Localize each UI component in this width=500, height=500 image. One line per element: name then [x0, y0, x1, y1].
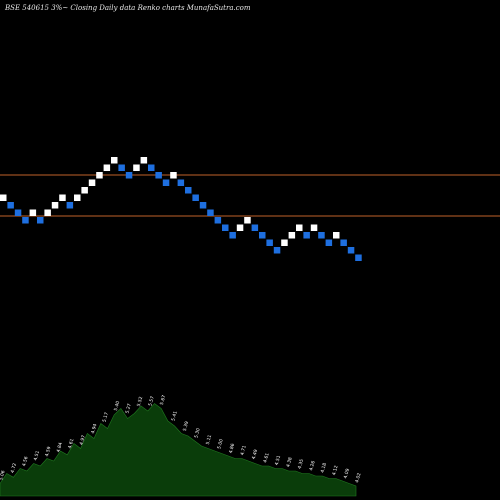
volume-label: 4.38 — [285, 457, 293, 468]
renko-brick-up — [74, 194, 81, 201]
volume-area-path — [0, 403, 357, 497]
volume-area — [0, 403, 357, 497]
renko-brick-up — [44, 209, 51, 216]
volume-labels: 5.064.724.564.51 4.59 4.84 4.61 4.974.945.17… — [0, 394, 363, 483]
renko-brick-down — [177, 179, 185, 186]
volume-label: 5.11 — [205, 434, 213, 445]
renko-brick-up — [51, 202, 59, 209]
renko-brick-down — [355, 254, 362, 261]
renko-brick-down — [14, 209, 22, 216]
renko-brick-down — [229, 232, 236, 239]
renko-brick-down — [347, 247, 355, 254]
renko-brick-up — [296, 224, 303, 231]
renko-brick-down — [214, 217, 222, 224]
chart-caption: BSE 540615 3%~ Closing Daily data Renko … — [4, 4, 251, 12]
renko-brick-up — [88, 179, 96, 186]
renko-brick-down — [325, 239, 333, 246]
renko-brick-down — [340, 239, 347, 246]
volume-label: 5.00 — [216, 438, 224, 449]
renko-brick-down — [303, 232, 310, 239]
volume-label: 4.61 — [262, 452, 270, 463]
renko-brick-down — [125, 172, 133, 179]
renko-brick-down — [207, 209, 214, 216]
volume-label: 4.51 — [33, 450, 41, 461]
volume-label: 5.52 — [136, 396, 144, 407]
renko-brick-down — [251, 224, 259, 231]
renko-bricks — [0, 157, 362, 261]
volume-label: 4.18 — [320, 462, 328, 473]
renko-brick-down — [266, 239, 273, 246]
renko-brick-up — [236, 224, 244, 231]
volume-label: 5.67 — [159, 394, 167, 405]
volume-label: 5.30 — [193, 427, 201, 438]
renko-brick-down — [199, 202, 207, 209]
renko-brick-down — [273, 247, 281, 254]
volume-label: 5.27 — [124, 403, 132, 414]
volume-label: 4.71 — [239, 445, 247, 456]
volume-label: 4.86 — [228, 443, 236, 454]
volume-label: 4.26 — [308, 460, 316, 471]
renko-brick-up — [140, 157, 148, 164]
volume-label: 5.40 — [113, 400, 121, 411]
renko-brick-up — [81, 187, 88, 194]
volume-label: 4.02 — [354, 472, 362, 483]
renko-brick-down — [162, 179, 170, 186]
renko-brick-up — [59, 194, 66, 201]
renko-brick-up — [170, 172, 177, 179]
volume-label: 4.94 — [90, 423, 98, 434]
volume-label: 4.97 — [79, 434, 87, 445]
renko-brick-down — [259, 232, 266, 239]
renko-brick-up — [333, 232, 340, 239]
renko-brick-up — [111, 157, 118, 164]
renko-brick-down — [192, 194, 199, 201]
renko-brick-down — [66, 202, 74, 209]
renko-brick-up — [103, 164, 111, 171]
renko-brick-up — [281, 239, 288, 246]
renko-brick-up — [133, 164, 140, 171]
renko-brick-up — [288, 232, 296, 239]
volume-label: 5.39 — [182, 421, 190, 432]
renko-brick-down — [22, 217, 29, 224]
volume-label: 4.72 — [10, 462, 18, 473]
renko-brick-up — [310, 224, 318, 231]
renko-brick-down — [318, 232, 325, 239]
volume-label: 5.41 — [170, 410, 178, 421]
renko-brick-up — [96, 172, 103, 179]
renko-brick-down — [7, 202, 14, 209]
volume-label: 4.59 — [44, 446, 52, 457]
volume-label: 4.51 — [274, 455, 282, 466]
renko-brick-down — [155, 172, 162, 179]
volume-label: 5.06 — [0, 470, 7, 481]
renko-brick-up — [0, 194, 7, 201]
renko-brick-down — [118, 164, 125, 171]
volume-label: 5.17 — [102, 412, 110, 423]
renko-brick-down — [148, 164, 155, 171]
volume-label: 4.49 — [251, 449, 259, 460]
renko-brick-down — [222, 224, 229, 231]
volume-label: 4.61 — [67, 438, 75, 449]
volume-label: 4.35 — [297, 458, 305, 469]
renko-brick-up — [29, 209, 37, 216]
volume-label: 4.12 — [331, 465, 339, 476]
volume-label: 5.57 — [147, 395, 155, 406]
volume-label: 4.09 — [343, 468, 351, 479]
renko-brick-down — [37, 217, 44, 224]
volume-label: 4.84 — [56, 442, 64, 453]
renko-brick-down — [185, 187, 192, 194]
renko-brick-up — [244, 217, 251, 224]
volume-label: 4.56 — [21, 456, 29, 467]
